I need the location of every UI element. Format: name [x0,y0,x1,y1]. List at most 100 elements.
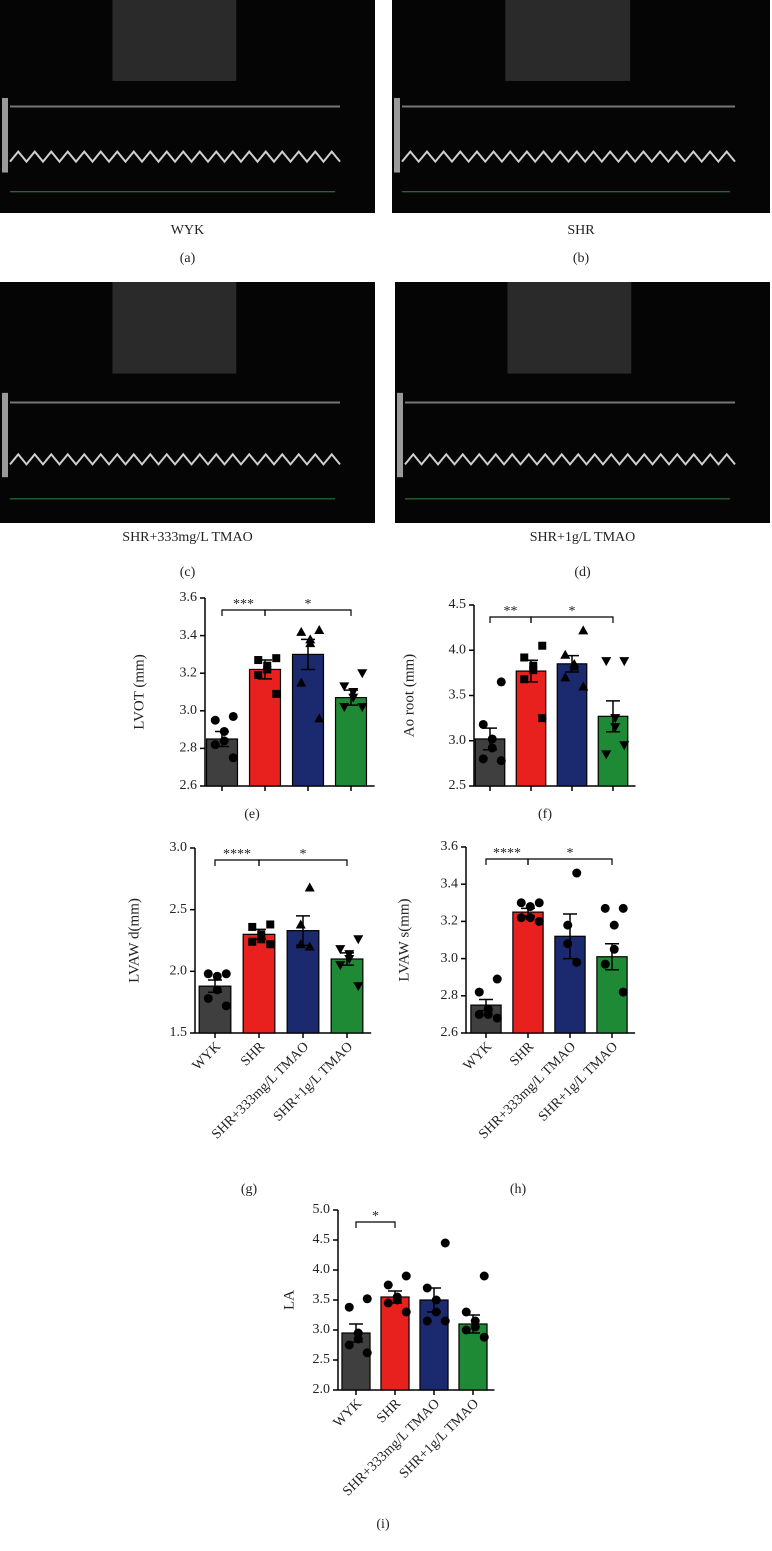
panel-caption: SHR [567,223,595,238]
y-axis-label: LVAW s(mm) [396,898,412,981]
data-point [304,882,315,892]
significance-label: * [569,604,576,619]
significance-label: * [567,846,574,861]
data-point [618,987,628,997]
data-point [474,1009,484,1019]
data-point [203,969,213,979]
panel-caption: SHR+333mg/L TMAO [122,530,252,545]
data-point [601,750,612,760]
y-tick-label: 2.0 [313,1382,331,1397]
data-point [221,1001,231,1011]
data-point [401,1271,411,1281]
bar [248,668,282,787]
y-axis-label: LVAW d(mm) [126,898,142,983]
y-tick-label: 3.4 [180,628,198,643]
bar [334,697,368,787]
y-tick-label: 2.6 [441,1025,459,1040]
data-point [210,715,220,725]
panel-tag: (b) [573,251,590,266]
data-point [362,1294,372,1304]
y-tick-label: 2.5 [313,1352,331,1367]
significance-label: * [372,1209,379,1224]
y-tick-label: 3.5 [449,688,467,703]
data-point [210,740,220,750]
data-point [487,743,497,753]
data-point [529,666,538,675]
data-point [305,638,316,648]
data-point [487,734,497,744]
data-point [295,919,306,929]
data-point [569,661,580,671]
panel-tag: (i) [376,1517,390,1532]
data-point [529,661,538,670]
data-point [219,736,229,746]
data-point [257,935,266,944]
data-point [601,657,612,667]
data-point [563,920,573,930]
data-point [353,935,364,945]
significance-bracket [258,859,348,866]
y-tick-label: 3.4 [441,876,459,891]
m-mode-wave [9,452,341,466]
data-point [479,1271,489,1281]
m-mode-wave [404,452,736,466]
data-point [618,903,628,913]
y-tick-label: 2.5 [449,778,467,793]
y-tick-label: 3.5 [313,1292,331,1307]
panel-tag: (d) [574,565,591,580]
data-point [357,669,368,679]
depth-scale [394,97,400,173]
y-tick-label: 2.8 [441,988,459,1003]
data-point [228,753,238,763]
data-point [383,1280,393,1290]
y-tick-label: 4.5 [449,597,467,612]
m-mode-wave [9,150,341,164]
data-point [479,1332,489,1342]
panel-caption: WYK [171,223,204,238]
data-point [357,703,368,713]
data-point [431,1307,441,1317]
data-point [219,726,229,736]
significance-bracket [530,616,614,623]
data-point [348,688,359,697]
bar [330,958,364,1034]
data-point [492,1013,502,1023]
panel-tag: (h) [510,1182,527,1197]
x-tick-label: SHR+1g/L TMAO [271,1039,356,1124]
data-point [228,711,238,721]
data-point [266,940,275,949]
data-point [538,641,547,650]
x-tick-label: SHR [507,1039,537,1069]
panel-tag: (c) [180,565,196,580]
data-point [392,1295,402,1305]
y-tick-label: 2.5 [170,902,188,917]
data-point [619,741,630,751]
data-point [609,944,619,954]
data-point [610,723,621,733]
depth-scale [397,392,403,478]
data-point [422,1316,432,1326]
b-mode-sector [112,282,237,374]
data-point [212,985,222,995]
y-tick-label: 3.0 [441,951,459,966]
data-point [401,1307,411,1317]
data-point [257,930,266,939]
data-point [263,665,272,674]
data-point [609,920,619,930]
data-point [483,1009,493,1019]
data-point [383,1298,393,1308]
panel-caption: SHR+1g/L TMAO [530,530,636,545]
significance-bracket [355,1221,396,1228]
data-point [560,649,571,659]
data-point [344,1302,354,1312]
depth-scale [2,392,8,478]
data-point [572,868,582,878]
data-point [304,941,315,951]
data-point [266,920,275,929]
data-point [348,693,359,703]
data-point [254,671,263,680]
data-point [496,756,506,766]
data-point [572,957,582,967]
data-point [516,898,526,908]
